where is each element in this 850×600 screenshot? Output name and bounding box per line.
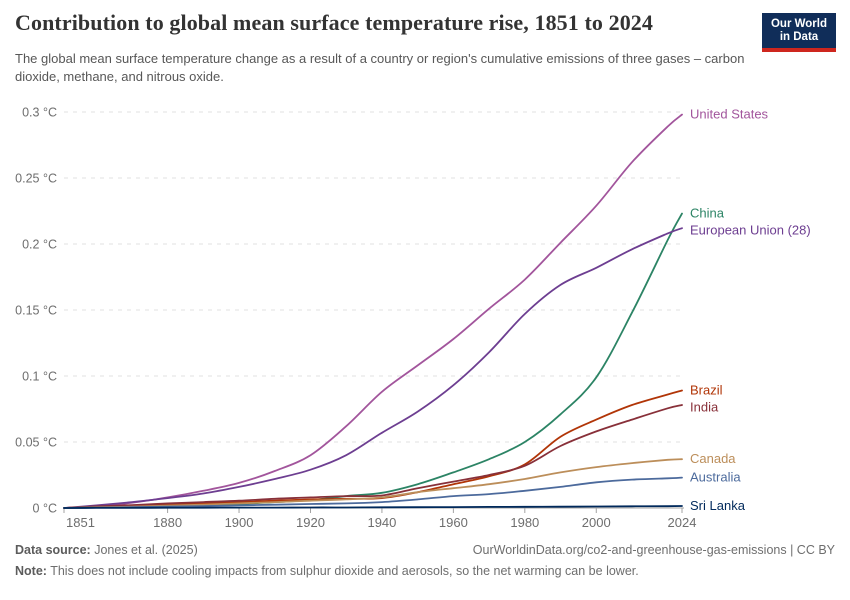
footer-note-label: Note: (15, 564, 47, 578)
series-label-brazil[interactable]: Brazil (690, 383, 723, 398)
y-axis-tick-label: 0.3 °C (22, 106, 57, 120)
y-axis-tick-label: 0.05 °C (15, 436, 57, 450)
series-label-european-union-28[interactable]: European Union (28) (690, 223, 811, 238)
series-label-sri-lanka[interactable]: Sri Lanka (690, 498, 746, 513)
x-axis-tick-label: 1940 (367, 515, 396, 530)
footer-note: Note: This does not include cooling impa… (15, 564, 835, 578)
x-axis-tick-label: 1900 (225, 515, 254, 530)
owid-logo[interactable]: Our World in Data (762, 13, 836, 52)
data-source-value: Jones et al. (2025) (94, 543, 198, 557)
y-axis-tick-label: 0.25 °C (15, 172, 57, 186)
x-axis-tick-label: 1920 (296, 515, 325, 530)
y-axis-tick-label: 0.15 °C (15, 304, 57, 318)
x-axis-tick-label: 2000 (582, 515, 611, 530)
x-axis-tick-label: 1880 (153, 515, 182, 530)
series-line-china[interactable] (63, 212, 683, 509)
y-axis-tick-label: 0.2 °C (22, 238, 57, 252)
owid-logo-line1: Our World (770, 18, 827, 30)
series-label-india[interactable]: India (690, 400, 719, 415)
series-line-australia[interactable] (63, 476, 683, 509)
temperature-line-chart: 0 °C 0.05 °C 0.1 °C 0.15 °C 0.2 °C 0.25 °C 0.3… (15, 106, 811, 531)
data-source-label: Data source: (15, 543, 91, 557)
series-line-canada[interactable] (63, 458, 683, 509)
x-axis-tick-label: 2024 (668, 515, 697, 530)
series-label-united-states[interactable]: United States (690, 107, 769, 122)
series-label-canada[interactable]: Canada (690, 451, 736, 466)
footer-note-text: This does not include cooling impacts fr… (50, 564, 639, 578)
x-axis-tick-label: 1851 (66, 515, 95, 530)
y-axis-tick-label: 0 °C (33, 502, 57, 516)
series-line-european-union-28[interactable] (63, 227, 683, 509)
series-line-sri-lanka[interactable] (63, 505, 683, 509)
chart-subtitle: The global mean surface temperature chan… (15, 51, 745, 84)
page-title: Contribution to global mean surface temp… (15, 10, 654, 35)
data-source: Data source: Jones et al. (2025) (15, 543, 198, 557)
footer-url[interactable]: OurWorldinData.org/co2-and-greenhouse-ga… (472, 543, 835, 557)
series-label-china[interactable]: China (690, 206, 725, 221)
y-axis-tick-label: 0.1 °C (22, 370, 57, 384)
series-label-australia[interactable]: Australia (690, 470, 741, 485)
chart-footer: Data source: Jones et al. (2025) OurWorl… (15, 543, 835, 578)
x-axis-tick-label: 1960 (439, 515, 468, 530)
x-axis-tick-label: 1980 (510, 515, 539, 530)
series-line-brazil[interactable] (63, 389, 683, 509)
series-line-india[interactable] (63, 404, 683, 509)
series-line-united-states[interactable] (63, 113, 683, 509)
owid-logo-line2: in Data (779, 31, 819, 43)
